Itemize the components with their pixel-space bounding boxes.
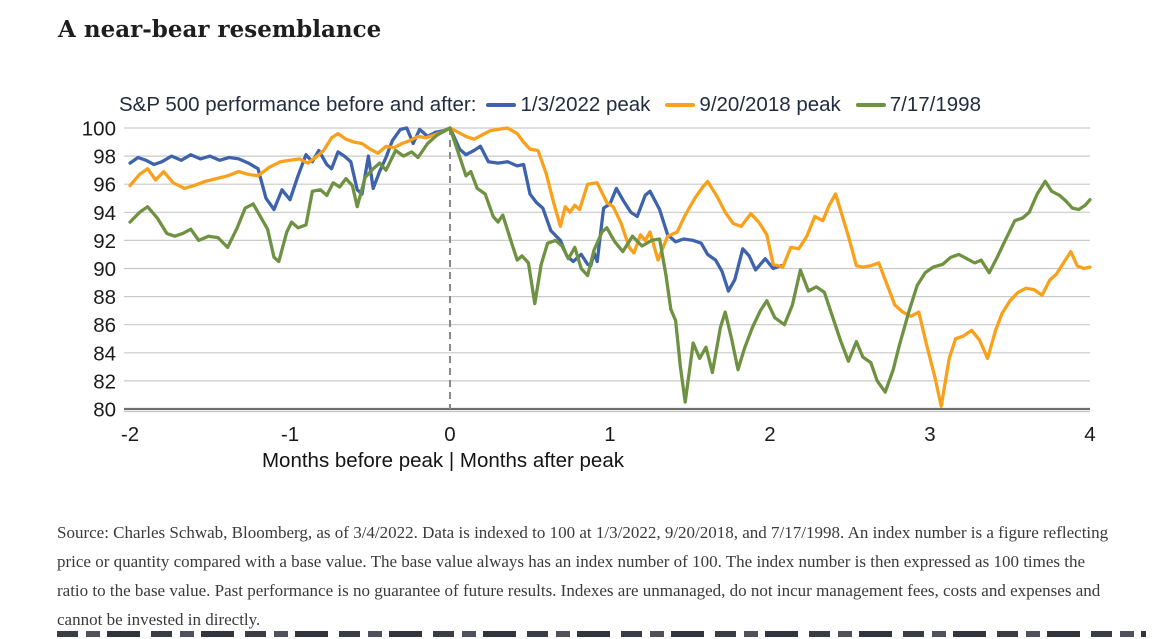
chart-legend: S&P 500 performance before and after: 1/… — [119, 93, 996, 117]
legend-item-1998: 7/17/1998 — [855, 93, 981, 117]
sp500-peaks-line-chart: 100 98 96 94 92 90 88 86 84 82 80-2 -1 0 1 2 3 4 Months b… — [82, 118, 1096, 473]
x-axis-title: Months before peak | Months after peak — [262, 449, 625, 472]
x-tick-label: -1 — [281, 423, 299, 446]
series-line-1-3-2022-peak — [128, 126, 783, 293]
y-tick-label: 86 — [93, 314, 116, 337]
y-tick-label: 88 — [93, 286, 116, 309]
legend-item-2022: 1/3/2022 peak — [486, 93, 650, 117]
legend-line-swatch-2022 — [486, 103, 517, 107]
cropped-text-strip — [57, 631, 1146, 637]
y-tick-label: 92 — [93, 230, 116, 253]
y-tick-label: 98 — [93, 146, 116, 169]
page-title: A near-bear resemblance — [58, 16, 382, 43]
legend-line-swatch-1998 — [855, 103, 886, 107]
x-tick-label: 4 — [1084, 423, 1095, 446]
x-tick-label: 0 — [444, 423, 455, 446]
y-tick-label: 84 — [93, 342, 116, 365]
y-tick-label: 80 — [93, 399, 116, 422]
x-tick-label: -2 — [121, 423, 139, 446]
legend-line-swatch-2018 — [665, 103, 696, 107]
x-tick-label: 3 — [924, 423, 935, 446]
source-note: Source: Charles Schwab, Bloomberg, as of… — [57, 523, 1109, 629]
y-tick-label: 82 — [93, 370, 116, 393]
x-tick-label: 1 — [604, 423, 615, 446]
legend-lead-label: S&P 500 performance before and after: — [119, 93, 477, 116]
y-tick-label: 90 — [93, 258, 116, 281]
y-tick-label: 96 — [93, 174, 116, 197]
legend-label-2022: 1/3/2022 peak — [520, 93, 651, 116]
legend-item-2018: 9/20/2018 peak — [665, 93, 841, 117]
x-tick-label: 2 — [764, 423, 775, 446]
series-line-7-17-1998 — [128, 126, 1092, 404]
series-line-9-20-2018-peak — [128, 126, 1092, 408]
legend-label-1998: 7/17/1998 — [889, 93, 981, 116]
y-tick-label: 94 — [93, 202, 116, 225]
legend-label-2018: 9/20/2018 peak — [699, 93, 841, 116]
y-tick-label: 100 — [82, 118, 116, 141]
